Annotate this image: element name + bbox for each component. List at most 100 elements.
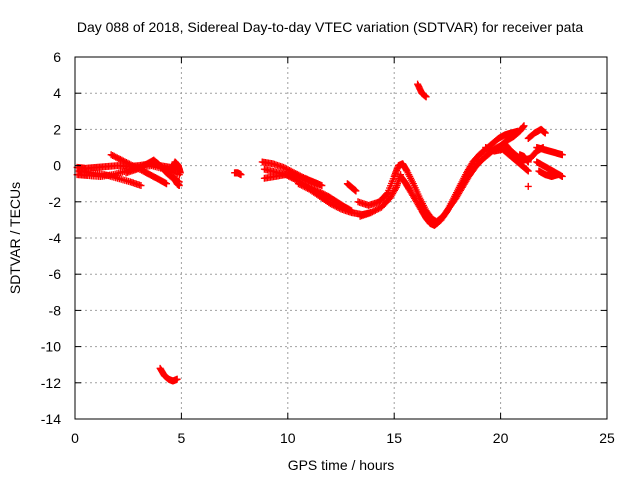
data-point [140,161,148,169]
data-point [524,158,532,166]
data-point [558,151,566,159]
data-point [318,182,326,190]
x-tick-label: 10 [280,430,296,446]
series-arc-14 [343,180,360,195]
data-point [133,165,141,173]
x-tick-label: 15 [386,430,402,446]
data-point [139,162,147,170]
data-point [314,180,322,188]
data-point [137,163,145,171]
data-point [283,165,291,173]
data-point [124,159,132,167]
series-arc-19 [414,80,430,101]
data-point [370,207,378,215]
data-points [73,80,566,385]
data-point [281,164,289,172]
chart-title: Day 088 of 2018, Sidereal Day-to-day VTE… [77,19,584,35]
series-arc-12 [260,171,322,188]
series-arc-6 [167,158,184,177]
data-point [299,182,307,190]
series-arc-4 [107,151,171,188]
data-point [520,122,528,130]
data-point [107,151,115,159]
data-point [326,200,334,208]
y-tick-label: -12 [41,375,61,391]
data-point [558,172,566,180]
y-tick-label: -6 [49,266,62,282]
y-tick-label: -10 [41,339,61,355]
data-point [523,166,531,174]
y-tick-label: -8 [49,302,62,318]
x-tick-label: 25 [599,430,615,446]
data-point [294,180,302,188]
data-point [329,201,337,209]
data-point [109,152,117,160]
series-arc-3 [75,167,145,190]
data-point [541,129,549,137]
data-point [116,155,124,163]
data-point [125,160,133,168]
data-point [110,152,118,160]
data-point [127,161,135,169]
data-point [301,183,309,191]
series-arc-23 [516,151,532,166]
data-point [328,200,336,208]
data-point [280,163,288,171]
data-point [383,190,391,198]
data-point [391,185,399,193]
data-point [373,206,381,214]
data-point [297,181,305,189]
data-point [119,157,127,165]
data-point [113,154,121,162]
data-point [335,204,343,212]
y-tick-label: -14 [41,411,61,427]
x-tick-label: 0 [71,430,79,446]
series-arc-22 [524,125,549,142]
data-point [302,184,310,192]
data-point [332,203,340,211]
data-point [554,171,562,179]
data-point [331,202,339,210]
data-point [176,169,184,177]
data-point [173,375,181,383]
data-point [121,158,129,166]
data-point [368,208,376,216]
series-arc-27 [524,182,532,190]
y-tick-label: 4 [53,85,61,101]
y-tick-label: 2 [53,121,61,137]
data-point [371,206,379,214]
data-point [134,164,142,172]
data-point [352,187,360,195]
series-arc-8 [156,364,181,385]
series-arc-24 [533,144,566,159]
series-arc-7 [169,172,183,190]
data-point [296,180,304,188]
y-tick-label: -2 [49,194,62,210]
data-point [237,171,245,179]
data-point [175,182,183,190]
data-point [334,203,342,211]
x-axis-label: GPS time / hours [288,457,395,473]
data-point [137,182,145,190]
data-point [374,205,382,213]
series-arc-26 [535,167,562,180]
data-point [524,182,532,190]
data-point [367,209,375,217]
x-tick-label: 5 [178,430,186,446]
data-point [115,155,123,163]
y-axis-label: SDTVAR / TECUs [7,182,23,294]
data-point [112,153,120,161]
x-tick-label: 20 [493,430,509,446]
data-point [422,93,430,101]
y-tick-label: 0 [53,158,61,174]
data-point [163,180,171,188]
series-arc-9 [231,169,245,179]
data-point [136,164,144,172]
data-point [524,167,532,175]
data-point [122,158,130,166]
y-tick-label: -4 [49,230,62,246]
y-tick-label: 6 [53,49,61,65]
